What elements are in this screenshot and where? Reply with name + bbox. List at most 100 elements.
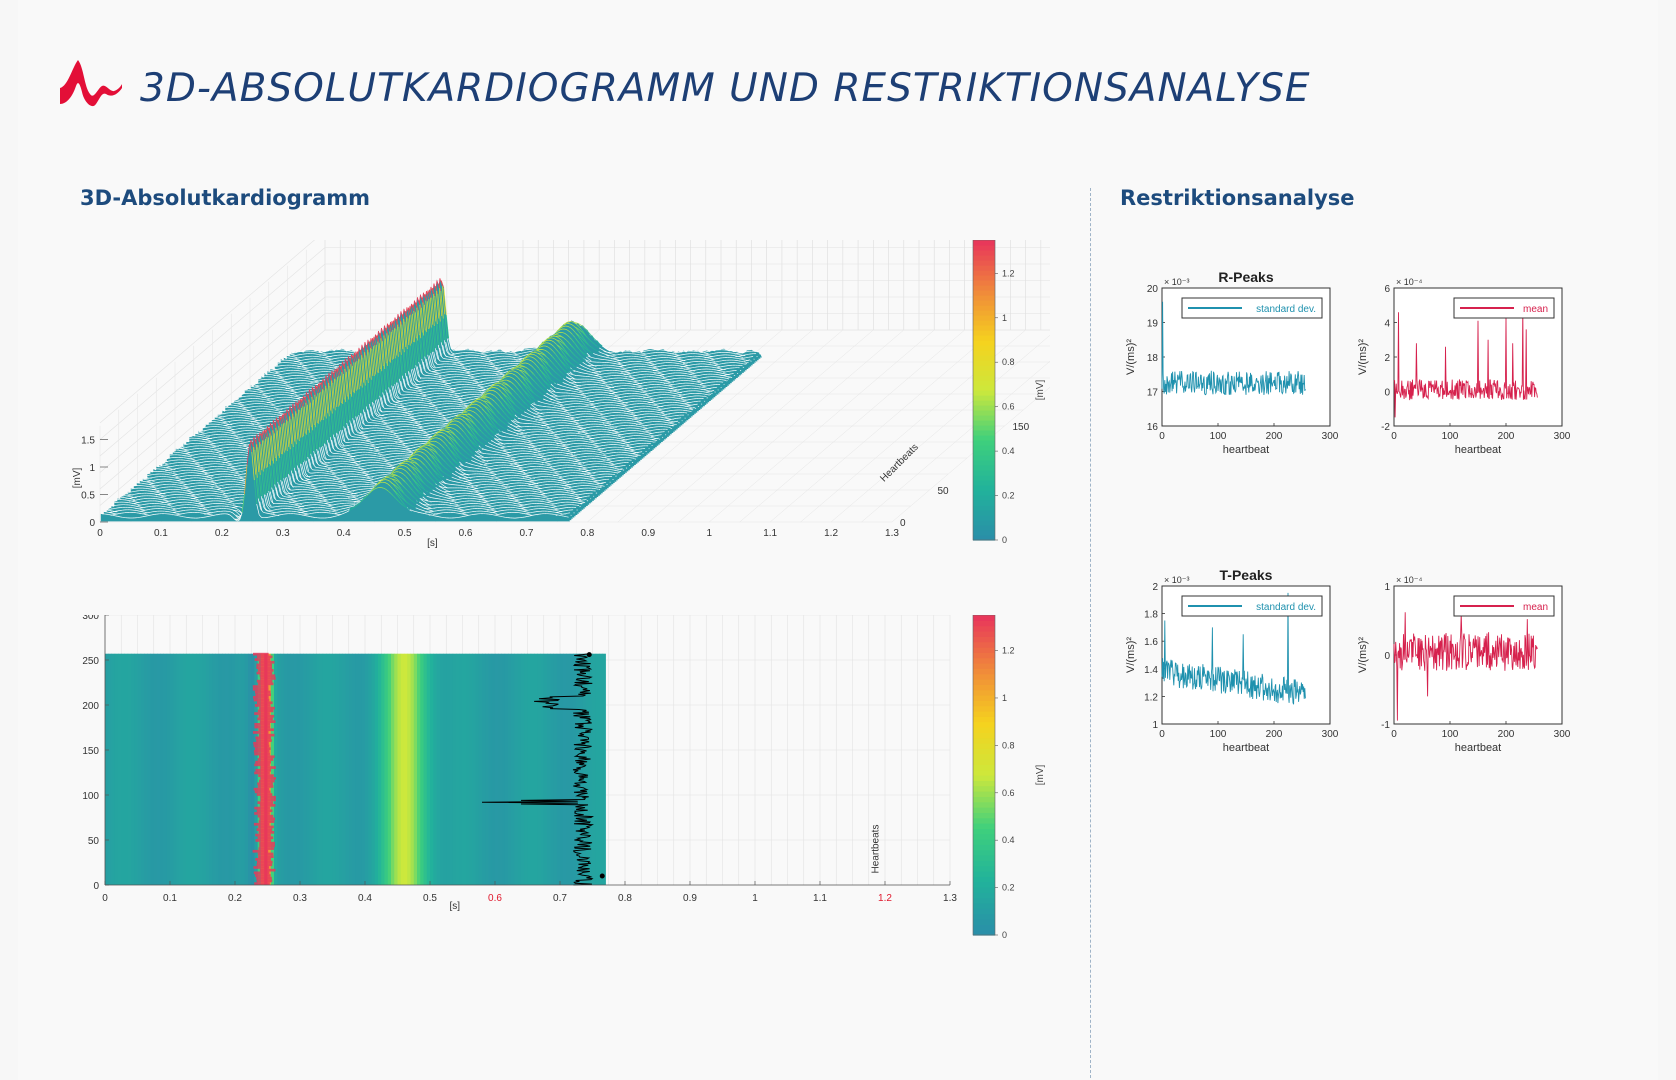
surface-slice-line xyxy=(627,372,629,373)
surface-slice-line xyxy=(647,356,650,357)
surface-slice-line xyxy=(336,367,338,368)
surface-slice-line xyxy=(327,365,330,366)
surface-slice-line xyxy=(307,374,309,375)
surface-slice-line xyxy=(604,376,607,377)
surface-slice-line xyxy=(731,351,733,352)
surface-slice-line xyxy=(496,365,498,366)
surface-slice-line xyxy=(334,364,336,365)
surface-slice-line xyxy=(294,352,296,353)
surface-slice-line xyxy=(621,367,623,368)
surface-slice-line xyxy=(278,380,281,381)
surface-slice-line xyxy=(282,383,284,384)
surface-slice-line xyxy=(482,356,484,357)
surface-slice-line xyxy=(683,362,686,363)
surface-slice-line xyxy=(461,368,463,369)
surface-slice-line xyxy=(640,353,643,354)
surface-slice-line xyxy=(281,379,284,380)
surface-slice-line xyxy=(742,359,744,360)
surface-slice-line xyxy=(285,376,287,377)
surface-slice-line xyxy=(295,363,297,364)
surface-slice-line xyxy=(625,372,628,373)
surface-slice-line xyxy=(618,363,620,364)
surface-slice-line xyxy=(741,363,743,364)
surface-slice-line xyxy=(686,366,688,367)
surface-slice-line xyxy=(285,382,287,383)
surface-slice-line xyxy=(665,381,668,382)
surface-slice-line xyxy=(331,370,333,371)
surface-slice-line xyxy=(682,360,684,361)
surface-slice-line xyxy=(598,371,601,372)
surface-slice-line xyxy=(500,367,502,368)
surface-slice-line xyxy=(660,366,662,367)
surface-slice-line xyxy=(716,364,718,365)
surface-slice-line xyxy=(328,363,330,364)
surface-slice-line xyxy=(486,361,488,362)
surface-slice-line xyxy=(662,376,664,377)
surface-slice-line xyxy=(298,362,300,363)
surface-slice-line xyxy=(598,378,601,379)
surface-slice-line xyxy=(726,374,729,375)
surface-slice-line xyxy=(442,375,445,376)
surface-slice-line xyxy=(597,375,599,376)
surface-slice-line xyxy=(479,356,481,357)
surface-slice-line xyxy=(486,355,489,356)
surface-slice-line xyxy=(288,382,291,383)
surface-slice-line xyxy=(670,353,672,354)
surface-slice-line xyxy=(737,358,740,359)
surface-slice-line xyxy=(665,374,667,375)
surface-slice-line xyxy=(632,376,635,377)
surface-slice-line xyxy=(330,365,332,366)
surface-slice-line xyxy=(307,368,309,369)
surface-slice-line xyxy=(694,379,697,380)
surface-slice-line xyxy=(628,373,631,374)
surface-slice-line xyxy=(736,354,738,355)
surface-slice-line xyxy=(258,383,260,384)
surface-slice-line xyxy=(647,363,650,364)
surface-slice-line xyxy=(649,362,652,363)
surface-slice-line xyxy=(721,366,723,367)
surface-slice-line xyxy=(277,369,280,370)
surface-slice-line xyxy=(278,378,280,379)
surface-slice-line xyxy=(313,376,315,377)
surface-slice-line xyxy=(299,360,301,361)
surface-slice-line xyxy=(610,360,613,361)
surface-slice-line xyxy=(479,379,481,380)
surface-slice-line xyxy=(351,351,354,352)
surface-slice-line xyxy=(275,373,277,374)
surface-slice-line xyxy=(323,353,326,354)
surface-slice-line xyxy=(484,353,486,354)
surface-slice-line xyxy=(475,377,477,378)
surface-slice-line xyxy=(276,376,279,377)
surface-slice-line xyxy=(703,353,705,354)
surface-slice-line xyxy=(642,355,644,356)
surface-slice-line xyxy=(675,354,677,355)
surface-slice-line xyxy=(746,362,748,363)
surface-slice-line xyxy=(274,370,276,371)
surface-slice-line xyxy=(255,383,257,384)
surface-slice-line xyxy=(684,369,686,370)
surface-slice-line xyxy=(490,357,492,358)
surface-slice-line xyxy=(739,361,741,362)
surface-slice-line xyxy=(707,356,709,357)
surface-slice-line xyxy=(465,367,468,368)
surface-slice-line xyxy=(497,368,500,369)
surface-slice-line xyxy=(591,375,593,376)
surface-slice-line xyxy=(636,381,638,382)
surface-slice-line xyxy=(733,353,735,354)
surface-slice-line xyxy=(307,371,309,372)
surface-slice-line xyxy=(488,362,490,363)
surface-slice-line xyxy=(339,363,341,364)
surface-slice-line xyxy=(657,366,660,367)
surface-slice-line xyxy=(678,355,680,356)
surface-slice-line xyxy=(317,378,319,379)
surface-slice-line xyxy=(723,374,725,375)
surface-slice-line xyxy=(489,366,491,367)
surface-slice-line xyxy=(600,374,602,375)
surface-slice-line xyxy=(678,361,680,362)
surface-slice-line xyxy=(455,360,457,361)
surface-slice-line xyxy=(687,374,690,375)
surface-slice-line xyxy=(661,372,663,373)
surface-slice-line xyxy=(438,377,440,378)
surface-slice-line xyxy=(643,354,645,355)
surface-slice-line xyxy=(635,382,637,383)
